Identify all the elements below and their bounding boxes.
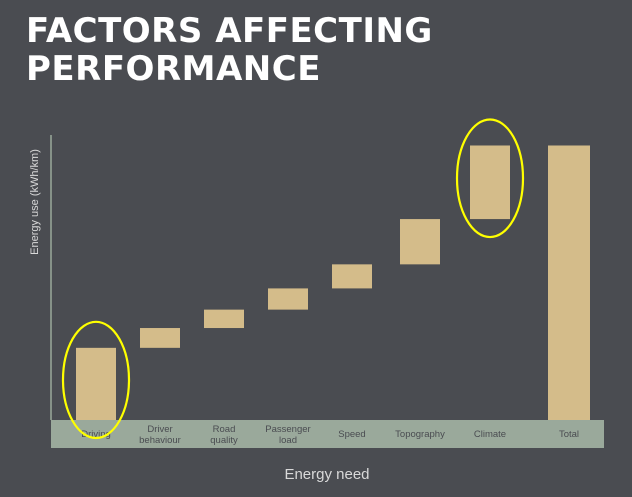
bar-road-quality bbox=[204, 309, 244, 329]
bar-passenger-load bbox=[268, 288, 308, 310]
bar-driver-behaviour bbox=[140, 328, 180, 348]
x-tick-label: Driver behaviour bbox=[139, 424, 181, 446]
x-tick-label: Driving bbox=[81, 429, 111, 440]
x-tick-label: Climate bbox=[474, 429, 506, 440]
x-tick-label: Topography bbox=[395, 429, 445, 440]
y-axis-title: Energy use (kWh/km) bbox=[29, 149, 41, 255]
plot-area: Driving Driver behaviour Road quality Passeng… bbox=[29, 118, 604, 483]
x-tick-label: Passenger load bbox=[265, 424, 310, 446]
bar-topography bbox=[400, 219, 440, 265]
x-tick-label: Road quality bbox=[210, 424, 238, 446]
x-axis-title: Energy need bbox=[284, 466, 369, 483]
bar-total bbox=[548, 145, 590, 421]
bar-speed bbox=[332, 264, 372, 289]
slide-title: FACTORS AFFECTING PERFORMANCE bbox=[26, 11, 433, 89]
x-tick-label: Total bbox=[559, 429, 579, 440]
highlight-circle-climate bbox=[455, 118, 525, 239]
bar-driving bbox=[76, 347, 116, 420]
x-tick-label: Speed bbox=[338, 429, 365, 440]
x-axis-band bbox=[51, 420, 604, 448]
highlight-circle-driving bbox=[61, 320, 131, 440]
bar-climate bbox=[470, 145, 510, 220]
